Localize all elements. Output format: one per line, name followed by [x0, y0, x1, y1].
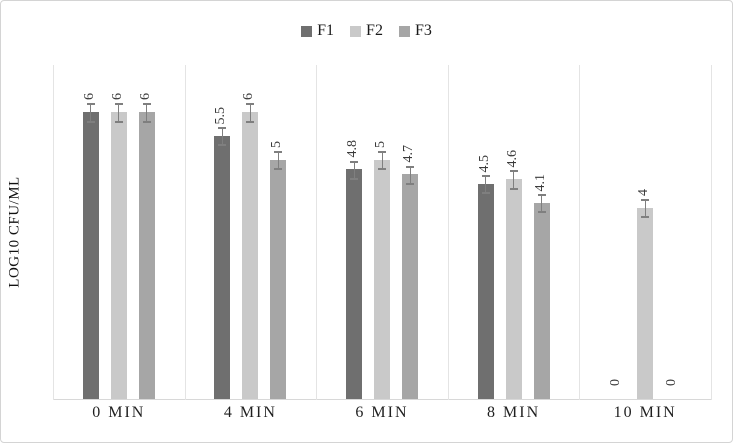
error-bar-cap [537, 194, 546, 197]
bar-value-label: 4.8 [345, 140, 360, 158]
error-bar-cap [509, 170, 518, 173]
error-bar-cap [142, 120, 151, 123]
x-axis-labels: 0 MIN 4 MIN 6 MIN 8 MIN 10 MIN [53, 404, 711, 422]
legend-swatch [301, 25, 313, 37]
error-bar-cap [378, 151, 386, 154]
plot-area: 6 6 6 5.5 6 5 4.8 5 4.7 4.5 4.6 4.1 0 4 0 [53, 65, 712, 400]
error-bar [277, 152, 279, 170]
bar-value-label: 4.6 [504, 149, 520, 168]
error-bar [381, 152, 383, 170]
y-axis-title: LOG10 CFU/ML [6, 176, 23, 288]
x-tick-label: 4 MIN [223, 404, 277, 421]
bar [138, 111, 155, 399]
bar [477, 183, 494, 399]
error-bar-cap [350, 177, 358, 180]
error-bar-cap [246, 120, 255, 123]
x-tick-label: 8 MIN [487, 404, 541, 421]
legend: F1 F2 F3 [1, 23, 732, 39]
bar [346, 169, 362, 399]
error-bar-cap [481, 192, 490, 195]
error-bar [513, 171, 515, 189]
error-bar [146, 104, 148, 122]
legend-swatch [398, 25, 410, 37]
error-bar [644, 200, 646, 218]
error-bar [90, 104, 92, 122]
error-bar-cap [86, 103, 95, 106]
x-tick-label: 10 MIN [613, 404, 677, 421]
category-separator-line [316, 65, 318, 400]
error-bar [221, 128, 223, 146]
error-bar-cap [406, 165, 414, 168]
error-bar-cap [274, 151, 283, 154]
bar-value-label: 5 [269, 141, 285, 149]
bar-value-label: 4.1 [532, 173, 548, 192]
bar [214, 135, 231, 399]
error-bar-cap [537, 211, 546, 214]
x-axis-baseline [53, 399, 711, 400]
legend-swatch [350, 25, 362, 37]
category-separator-line [184, 65, 186, 400]
category-separator-line [53, 65, 54, 400]
error-bar-cap [86, 120, 95, 123]
bar [270, 159, 287, 399]
bar-value-label: 4 [636, 189, 652, 196]
error-bar-cap [274, 168, 283, 171]
bar-value-label: 0 [664, 379, 680, 386]
bar-value-label: 6 [241, 93, 257, 101]
bar-value-label: 4.7 [401, 145, 416, 163]
error-bar-cap [218, 127, 227, 130]
error-bar [409, 166, 411, 184]
bar-value-label: 5 [373, 141, 388, 149]
error-bar [541, 195, 543, 213]
error-bar-cap [114, 120, 123, 123]
bar [374, 159, 390, 399]
legend-item: F2 [350, 23, 383, 39]
category-separator-line [579, 65, 581, 400]
error-bar-cap [641, 199, 650, 201]
error-bar-cap [350, 160, 358, 163]
bar-value-label: 6 [109, 93, 125, 101]
error-bar [353, 161, 355, 179]
legend-label: F1 [317, 22, 335, 39]
error-bar-cap [378, 168, 386, 171]
error-bar-cap [246, 103, 255, 106]
legend-label: F2 [366, 22, 383, 39]
bar [402, 174, 418, 399]
bar-value-label: 5.5 [213, 106, 229, 125]
bar [637, 207, 654, 399]
error-bar-cap [218, 144, 227, 147]
error-bar [249, 104, 251, 122]
bar-value-label: 6 [137, 93, 153, 101]
error-bar-cap [114, 103, 123, 106]
error-bar-cap [406, 182, 414, 185]
x-tick-label: 0 MIN [92, 404, 146, 421]
category-separator-line [711, 65, 712, 400]
legend-item: F1 [301, 23, 334, 39]
bar [110, 111, 127, 399]
error-bar-cap [509, 187, 518, 190]
bar-value-label: 4.5 [476, 154, 492, 173]
error-bar-cap [641, 216, 650, 219]
bar [505, 178, 522, 399]
error-bar [485, 176, 487, 194]
legend-item: F3 [398, 22, 432, 39]
category-separator-line [447, 65, 449, 400]
legend-label: F3 [414, 22, 432, 39]
bar-value-label: 0 [608, 379, 624, 386]
bar [82, 111, 99, 399]
error-bar [118, 104, 120, 122]
bar-value-label: 6 [81, 93, 97, 101]
bar [242, 111, 259, 399]
bar [533, 202, 550, 399]
error-bar-cap [142, 103, 151, 106]
error-bar-cap [481, 175, 490, 177]
x-tick-label: 6 MIN [355, 404, 409, 421]
